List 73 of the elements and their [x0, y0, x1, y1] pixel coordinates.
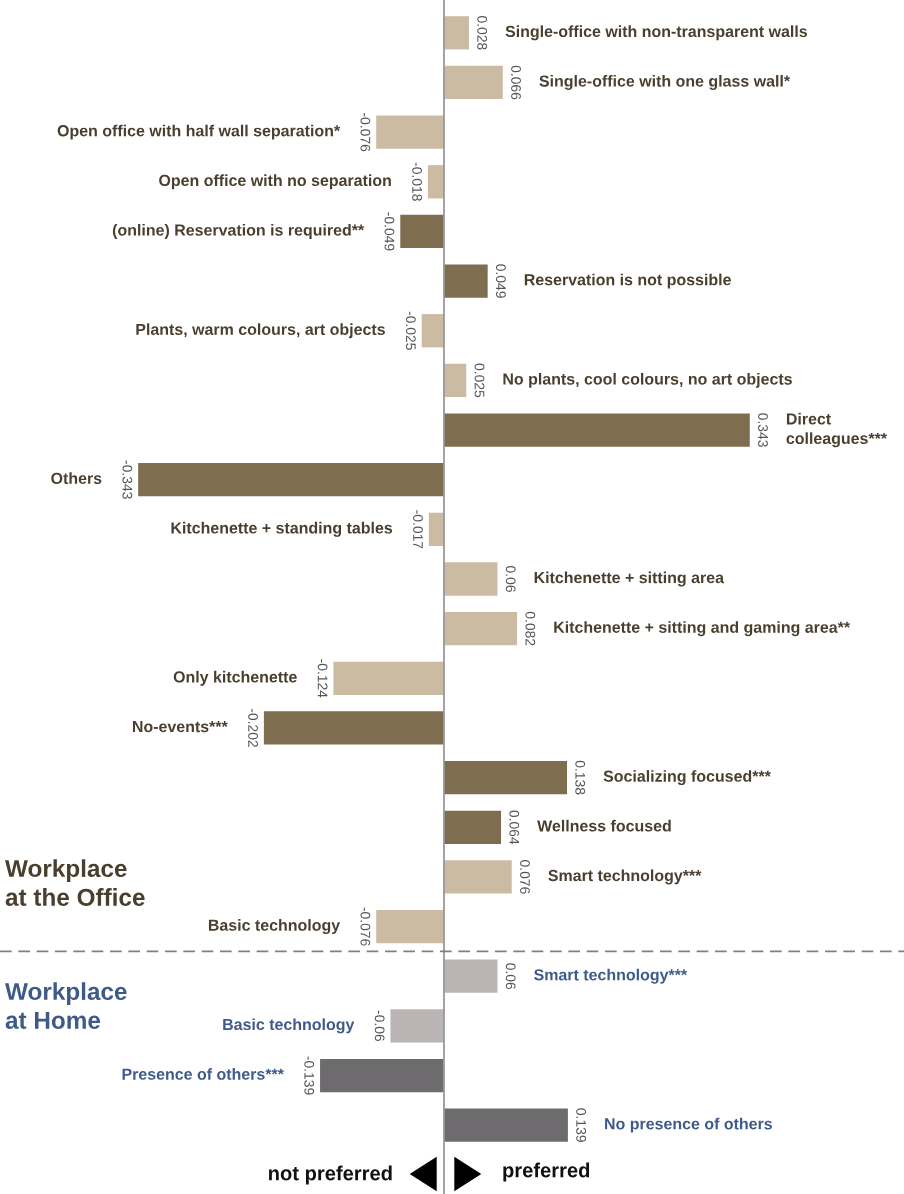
bar [443, 1108, 568, 1142]
data-label: 0.06 [505, 963, 516, 990]
data-label: 0.138 [575, 760, 586, 795]
data-label: -0.018 [412, 162, 423, 201]
y-tick-label: Kitchenette + sitting and gaming area** [554, 621, 851, 637]
bar [443, 959, 498, 993]
bar [263, 711, 444, 745]
bar [443, 16, 469, 50]
bar [390, 1009, 444, 1043]
data-label: -0.049 [384, 212, 395, 251]
data-label: -0.076 [360, 907, 371, 946]
bar [428, 512, 444, 546]
bar [443, 612, 518, 646]
data-label: 0.076 [520, 860, 530, 894]
y-tick-label: Presence of others*** [122, 1068, 284, 1080]
y-tick-label: Open office with half wall separation* [57, 124, 341, 140]
data-label: -0.076 [360, 113, 371, 152]
y-tick-label: Kitchenette + standing tables [171, 521, 393, 537]
bar [443, 760, 568, 795]
y-tick-label: Basic technology [208, 919, 341, 935]
data-label: -0.202 [248, 708, 258, 747]
annotation: not preferred [269, 1165, 392, 1185]
y-tick-label: Direct colleagues*** [786, 412, 888, 448]
y-tick-label: Smart technology*** [534, 968, 688, 984]
data-label: 0.028 [477, 15, 488, 50]
annotation: Workplace at Home [5, 982, 127, 1029]
bar [443, 810, 502, 844]
y-tick-label: Others [51, 472, 102, 484]
y-tick-label: Single-office with one glass wall* [539, 75, 791, 90]
y-tick-label: Socializing focused*** [603, 770, 771, 786]
y-tick-label: Wellness focused [537, 819, 671, 832]
data-label: -0.025 [405, 311, 416, 350]
bar [443, 562, 498, 596]
y-tick-label: Reservation is not possible [524, 273, 731, 289]
data-label: -0.124 [317, 659, 328, 698]
data-label: -0.139 [304, 1056, 315, 1095]
annotation: preferred [503, 1162, 590, 1182]
bar [443, 860, 512, 894]
y-tick-label: No-events*** [132, 721, 228, 733]
data-label: 0.064 [509, 810, 520, 845]
y-tick-label: Single-office with non-transparent walls [505, 25, 808, 41]
data-label: 0.066 [511, 65, 521, 100]
bar [443, 65, 503, 100]
annotation: Workplace at the Office [5, 859, 145, 906]
y-tick-label: Open office with no separation [159, 174, 391, 190]
y-tick-label: No plants, cool colours, no art objects [503, 372, 792, 388]
bar [443, 413, 750, 447]
bar [421, 314, 444, 348]
bar [376, 909, 444, 944]
bar [138, 463, 444, 497]
data-label: 0.06 [505, 566, 516, 592]
data-label: -0.017 [413, 510, 423, 549]
data-label: 0.049 [495, 264, 506, 298]
data-label: -0.343 [122, 460, 133, 499]
y-tick-label: (online) Reservation is required** [112, 223, 365, 239]
y-tick-label: No presence of others [605, 1117, 772, 1133]
data-label: 0.139 [576, 1108, 587, 1142]
y-tick-label: Basic technology [223, 1018, 355, 1034]
bar [376, 115, 444, 149]
y-tick-label: Smart technology*** [548, 869, 702, 885]
bar [427, 165, 444, 199]
bar [333, 661, 444, 695]
y-tick-label: Plants, warm colours, art objects [136, 323, 385, 339]
bar [443, 363, 467, 398]
data-label: 0.343 [758, 413, 768, 447]
data-label: 0.025 [474, 363, 485, 398]
bar [443, 264, 488, 298]
bar [320, 1058, 444, 1093]
bar [400, 214, 444, 249]
data-label: 0.082 [525, 611, 536, 646]
y-tick-label: Only kitchenette [173, 670, 297, 686]
data-label: -0.06 [374, 1010, 385, 1042]
y-tick-label: Kitchenette + sitting area [534, 571, 725, 587]
